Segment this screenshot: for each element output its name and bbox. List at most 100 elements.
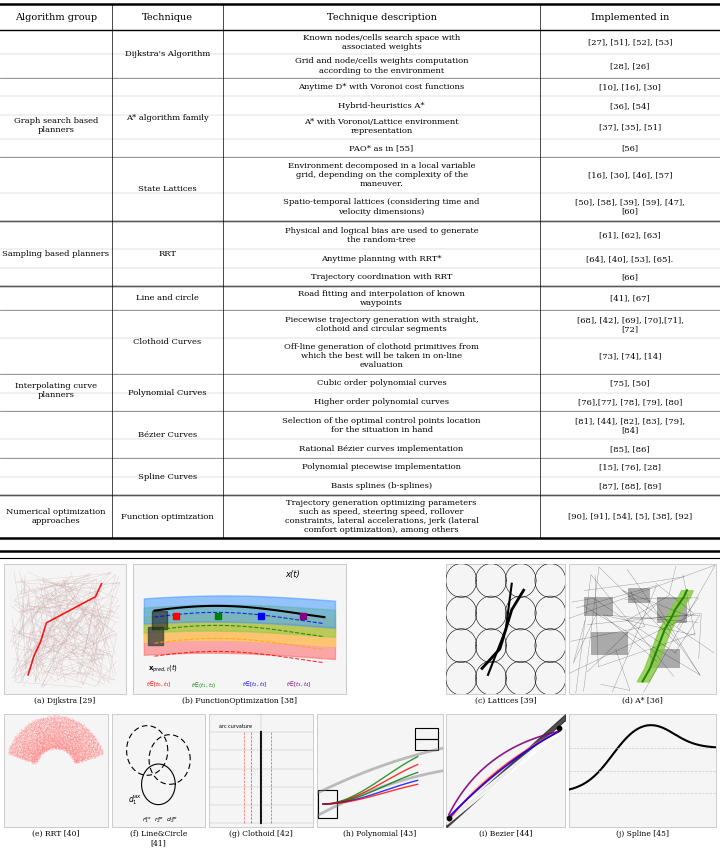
- Point: [443, 812, 454, 825]
- Bar: [584, 597, 613, 616]
- Bar: [133, 564, 346, 694]
- Text: (i) Bezier [44]: (i) Bezier [44]: [479, 830, 533, 838]
- Text: [64], [40], [53], [65].: [64], [40], [53], [65].: [586, 254, 674, 263]
- Text: Function optimization: Function optimization: [121, 513, 214, 521]
- Text: Numerical optimization
approaches: Numerical optimization approaches: [6, 508, 106, 525]
- Text: Sampling based planners: Sampling based planners: [2, 250, 109, 258]
- Text: Trajectory coordination with RRT: Trajectory coordination with RRT: [311, 273, 452, 281]
- Text: [37], [35], [51]: [37], [35], [51]: [599, 123, 661, 131]
- Text: Off-line generation of clothoid primitives from
which the best will be taken in : Off-line generation of clothoid primitiv…: [284, 343, 479, 370]
- Text: [81], [44], [82], [83], [79],
[84]: [81], [44], [82], [83], [79], [84]: [575, 417, 685, 434]
- Text: arc curvature: arc curvature: [220, 724, 252, 729]
- Polygon shape: [148, 627, 163, 645]
- Text: State Lattices: State Lattices: [138, 185, 197, 194]
- Bar: [4, 714, 108, 827]
- Bar: [446, 714, 565, 827]
- Text: x(t): x(t): [285, 570, 300, 579]
- Bar: [628, 588, 650, 603]
- Text: Trajectory generation optimizing parameters
such as speed, steering speed, rollo: Trajectory generation optimizing paramet…: [284, 499, 479, 535]
- Text: [75], [50]: [75], [50]: [610, 379, 650, 387]
- Text: A* with Voronoi/Lattice environment
representation: A* with Voronoi/Lattice environment repr…: [305, 118, 459, 135]
- Text: Anytime D* with Voronoi cost functions: Anytime D* with Voronoi cost functions: [299, 83, 464, 91]
- Bar: [569, 564, 716, 694]
- Text: (d) A* [36]: (d) A* [36]: [622, 697, 663, 705]
- Text: [61], [62], [63]: [61], [62], [63]: [599, 231, 661, 240]
- Text: (c) Lattices [39]: (c) Lattices [39]: [475, 697, 536, 705]
- Text: Implemented in: Implemented in: [591, 13, 669, 22]
- Text: Environment decomposed in a local variable
grid, depending on the complexity of : Environment decomposed in a local variab…: [288, 162, 475, 188]
- Point: [554, 721, 565, 735]
- Bar: [650, 649, 680, 668]
- Text: Bézier Curves: Bézier Curves: [138, 431, 197, 438]
- Text: [50], [58], [39], [59], [47],
[60]: [50], [58], [39], [59], [47], [60]: [575, 199, 685, 215]
- Text: Spline Curves: Spline Curves: [138, 472, 197, 481]
- Text: RRT: RRT: [158, 250, 176, 258]
- Text: [16], [30], [46], [57]: [16], [30], [46], [57]: [588, 171, 672, 179]
- Text: Technique description: Technique description: [327, 13, 436, 22]
- Text: A* algorithm family: A* algorithm family: [126, 114, 209, 122]
- Text: (h) Polynomial [43]: (h) Polynomial [43]: [343, 830, 416, 838]
- Text: (b) FunctionOptimization [38]: (b) FunctionOptimization [38]: [182, 697, 297, 705]
- Text: (f) Line&Circle
[41]: (f) Line&Circle [41]: [130, 830, 187, 847]
- Bar: [569, 714, 716, 827]
- Text: $t\!\in\![t_0,t_1]$: $t\!\in\![t_0,t_1]$: [146, 680, 171, 689]
- Text: Clothoid Curves: Clothoid Curves: [133, 339, 202, 346]
- Text: Known nodes/cells search space with
associated weights: Known nodes/cells search space with asso…: [303, 34, 460, 51]
- Text: [15], [76], [28]: [15], [76], [28]: [599, 464, 661, 471]
- Text: (g) Clothoid [42]: (g) Clothoid [42]: [229, 830, 293, 838]
- Bar: [318, 790, 337, 819]
- Text: [36], [54]: [36], [54]: [610, 102, 650, 109]
- Text: Interpolating curve
planners: Interpolating curve planners: [15, 382, 96, 399]
- Text: Selection of the optimal control points location
for the situation in hand: Selection of the optimal control points …: [282, 417, 481, 434]
- Text: Higher order polynomial curves: Higher order polynomial curves: [314, 398, 449, 406]
- Text: Grid and node/cells weights computation
according to the environment: Grid and node/cells weights computation …: [295, 57, 468, 75]
- Text: [85], [86]: [85], [86]: [610, 444, 650, 453]
- Text: Line and circle: Line and circle: [136, 294, 199, 302]
- Text: $t\!\in\!(t_1,t_2)$: $t\!\in\!(t_1,t_2)$: [191, 680, 216, 689]
- Text: [28], [26]: [28], [26]: [611, 62, 649, 70]
- Text: $\mathbf{x}_{pred,t}(t)$: $\mathbf{x}_{pred,t}(t)$: [148, 663, 178, 675]
- Text: Algorithm group: Algorithm group: [14, 13, 97, 22]
- Bar: [209, 714, 313, 827]
- Bar: [317, 714, 443, 827]
- Text: Spatio-temporal lattices (considering time and
velocity dimensions): Spatio-temporal lattices (considering ti…: [284, 199, 480, 215]
- Text: $t\!\in\![t_2,t_3]$: $t\!\in\![t_2,t_3]$: [241, 680, 267, 689]
- Text: Polynomial Curves: Polynomial Curves: [128, 389, 207, 397]
- Text: [41], [67]: [41], [67]: [610, 294, 650, 302]
- Text: Cubic order polynomial curves: Cubic order polynomial curves: [317, 379, 446, 387]
- Text: (a) Dijkstra [29]: (a) Dijkstra [29]: [34, 697, 96, 705]
- Text: [27], [51], [52], [53]: [27], [51], [52], [53]: [588, 38, 672, 46]
- Text: Road fitting and interpolation of known
waypoints: Road fitting and interpolation of known …: [298, 290, 465, 307]
- Text: [73], [74], [14]: [73], [74], [14]: [599, 352, 661, 360]
- Text: (e) RRT [40]: (e) RRT [40]: [32, 830, 79, 838]
- Text: Piecewise trajectory generation with straight,
clothoid and circular segments: Piecewise trajectory generation with str…: [285, 316, 478, 333]
- Text: [68], [42], [69], [70],[71],
[72]: [68], [42], [69], [70],[71], [72]: [577, 316, 683, 333]
- Text: [10], [16], [30]: [10], [16], [30]: [599, 83, 661, 91]
- Text: [76],[77], [78], [79], [80]: [76],[77], [78], [79], [80]: [578, 398, 682, 406]
- Text: Polynomial piecewise implementation: Polynomial piecewise implementation: [302, 464, 461, 471]
- Text: Hybrid-heuristics A*: Hybrid-heuristics A*: [338, 102, 425, 109]
- Text: Anytime planning with RRT*: Anytime planning with RRT*: [321, 254, 442, 263]
- Text: [56]: [56]: [621, 144, 639, 152]
- Text: Dijkstra's Algorithm: Dijkstra's Algorithm: [125, 50, 210, 58]
- Bar: [657, 597, 687, 623]
- Bar: [591, 632, 628, 655]
- Bar: [415, 728, 438, 740]
- Bar: [4, 564, 126, 694]
- Text: Basis splines (b-splines): Basis splines (b-splines): [331, 482, 432, 490]
- Text: (j) Spline [45]: (j) Spline [45]: [616, 830, 669, 838]
- Text: Technique: Technique: [142, 13, 193, 22]
- Text: PAO* as in [55]: PAO* as in [55]: [349, 144, 414, 152]
- Text: $r_1^{ax}$  $r_2^{ax}$  $d_2^{ax}$: $r_1^{ax}$ $r_2^{ax}$ $d_2^{ax}$: [142, 815, 178, 825]
- Text: Graph search based
planners: Graph search based planners: [14, 117, 98, 135]
- Text: [66]: [66]: [621, 273, 639, 281]
- Text: Physical and logical bias are used to generate
the random-tree: Physical and logical bias are used to ge…: [285, 227, 478, 244]
- Text: $d_1^{ax}$: $d_1^{ax}$: [128, 793, 143, 807]
- Bar: [446, 564, 565, 694]
- Text: [87], [88], [89]: [87], [88], [89]: [599, 482, 661, 490]
- Bar: [415, 740, 438, 751]
- Text: [90], [91], [54], [5], [38], [92]: [90], [91], [54], [5], [38], [92]: [568, 513, 692, 521]
- Text: $t\!\in\![t_3,t_4]$: $t\!\in\![t_3,t_4]$: [286, 680, 312, 689]
- Text: Rational Bézier curves implementation: Rational Bézier curves implementation: [300, 444, 464, 453]
- Polygon shape: [153, 611, 167, 629]
